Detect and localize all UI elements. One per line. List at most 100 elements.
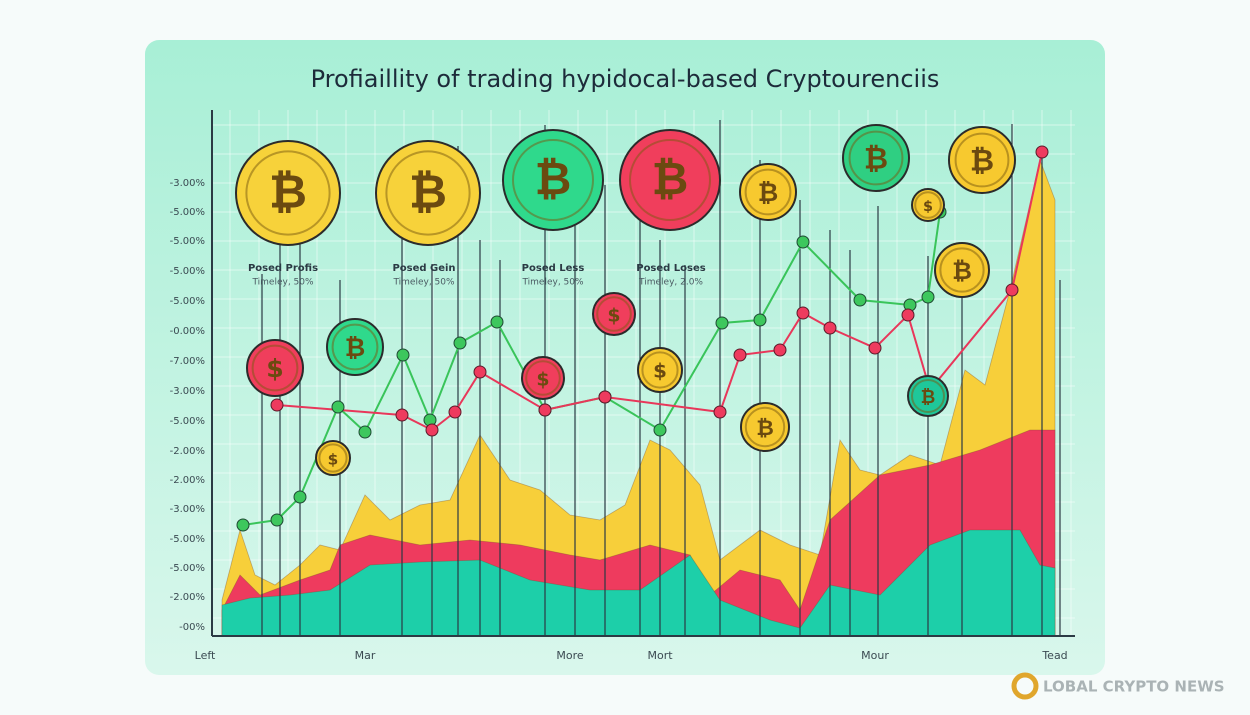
logo xyxy=(1011,672,1039,700)
title: Profiaillity of trading hypidocal-based … xyxy=(311,65,940,93)
coin xyxy=(842,124,910,192)
y-label: -5.00% xyxy=(170,416,205,427)
point xyxy=(395,408,409,422)
point xyxy=(868,341,882,355)
coin-rim xyxy=(641,351,679,389)
point xyxy=(598,390,612,404)
coin xyxy=(375,140,481,246)
coin xyxy=(948,126,1016,194)
coin-symbol: $ xyxy=(607,305,620,327)
coin-rim xyxy=(914,191,942,219)
coin-rim xyxy=(954,132,1010,188)
x-label: Mar xyxy=(355,649,376,662)
point xyxy=(358,425,372,439)
coin xyxy=(521,356,565,400)
x-label: Tead xyxy=(1041,649,1067,662)
watermark: LOBAL CRYPTO NEWS xyxy=(1043,678,1225,696)
coin-rim xyxy=(911,379,945,413)
coin-symbol: ₿ xyxy=(952,256,972,285)
y-label: -2.00% xyxy=(170,446,205,457)
coin-symbol: ₿ xyxy=(758,178,779,207)
coin-rim xyxy=(744,406,786,448)
y-label: -2.00% xyxy=(170,592,205,603)
coin-rim xyxy=(251,344,299,392)
point xyxy=(901,308,915,322)
coins: ₿ ₿ ₿ ₿ ₿ ₿ ₿ $ ₿ ₿ $ ₿ $ $ $ ₿ $ xyxy=(235,124,1016,476)
point xyxy=(270,398,284,412)
point xyxy=(396,348,410,362)
point xyxy=(425,423,439,437)
y-label: -3.00% xyxy=(170,386,205,397)
point xyxy=(796,306,810,320)
coin xyxy=(740,402,790,452)
coin-rim xyxy=(848,130,904,186)
coin-note: Timeley, 50% xyxy=(521,278,584,288)
coin xyxy=(907,375,949,417)
point xyxy=(753,313,767,327)
coin-symbol: ₿ xyxy=(756,416,774,441)
y-label: -5.00% xyxy=(170,296,205,307)
point xyxy=(473,365,487,379)
coin-symbol: ₿ xyxy=(970,144,994,179)
y-label: -5.00% xyxy=(170,266,205,277)
coin-label: Posed Loses xyxy=(636,263,706,274)
point xyxy=(1005,283,1019,297)
coin-symbol: $ xyxy=(328,451,339,469)
y-label: -5.00% xyxy=(170,534,205,545)
coin xyxy=(502,129,604,231)
coin-symbol: ₿ xyxy=(921,387,936,408)
point xyxy=(538,403,552,417)
coin xyxy=(235,140,341,246)
point xyxy=(773,343,787,357)
coin-rim xyxy=(245,150,331,236)
point xyxy=(733,348,747,362)
coin xyxy=(637,347,683,393)
coin-symbol: $ xyxy=(923,199,933,215)
x-label: Mour xyxy=(861,649,889,662)
coin-symbol: $ xyxy=(536,369,549,391)
point xyxy=(715,316,729,330)
y-label: -5.00% xyxy=(170,207,205,218)
coin xyxy=(315,440,351,476)
point xyxy=(490,315,504,329)
coin-symbol: $ xyxy=(266,354,284,383)
labels: -3.00% -5.00% -5.00% -5.00% -5.00% -0.00% -7.0… xyxy=(170,178,1068,662)
coin xyxy=(592,292,636,336)
point xyxy=(331,400,345,414)
point xyxy=(796,235,810,249)
y-label: -0.00% xyxy=(170,326,205,337)
point xyxy=(236,518,250,532)
y-label: -2.00% xyxy=(170,475,205,486)
y-label: -3.00% xyxy=(170,178,205,189)
coin-rim xyxy=(629,139,711,221)
coin-label: Posed Gein xyxy=(392,263,455,274)
point xyxy=(453,336,467,350)
coin-symbol: ₿ xyxy=(345,333,366,362)
coin-label: Posed Less xyxy=(522,263,585,274)
point xyxy=(921,290,935,304)
coin-note: Timeley, 50% xyxy=(392,278,455,288)
point xyxy=(1035,145,1049,159)
coin-rim xyxy=(331,323,379,371)
coin-symbol: ₿ xyxy=(269,166,307,220)
y-label: -5.00% xyxy=(170,563,205,574)
coin-note: Timeley, 50% xyxy=(251,278,314,288)
point xyxy=(823,321,837,335)
coin xyxy=(934,242,990,298)
y-label: -5.00% xyxy=(170,236,205,247)
coin-rim xyxy=(512,139,594,221)
y-label: -7.00% xyxy=(170,356,205,367)
coin-symbol: ₿ xyxy=(535,152,572,205)
coin xyxy=(911,188,945,222)
coin xyxy=(739,163,797,221)
coin-rim xyxy=(525,360,561,396)
coin-note: Timeley, 2.0% xyxy=(638,278,703,288)
point xyxy=(270,513,284,527)
coin xyxy=(246,339,304,397)
point xyxy=(653,423,667,437)
coin-symbol: $ xyxy=(653,360,667,383)
coin-rim xyxy=(318,443,348,473)
point xyxy=(448,405,462,419)
